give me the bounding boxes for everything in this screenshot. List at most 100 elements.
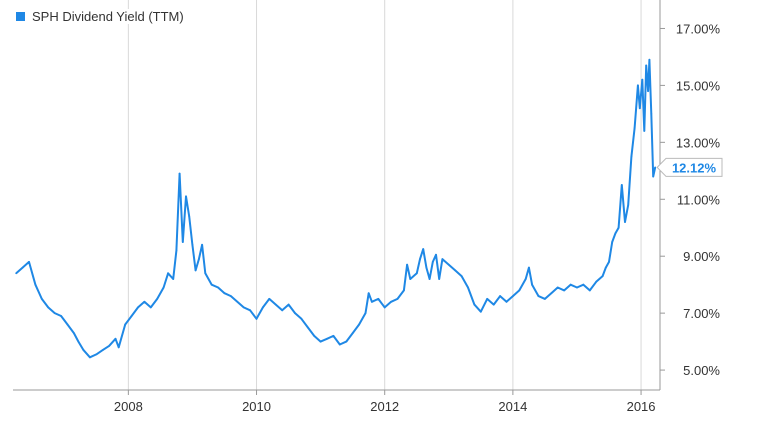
last-value-callout: 12.12% bbox=[656, 157, 723, 177]
data-point bbox=[588, 289, 591, 292]
data-point bbox=[77, 340, 80, 343]
data-point bbox=[198, 258, 200, 260]
data-point bbox=[415, 272, 418, 275]
data-point bbox=[294, 312, 296, 314]
data-point bbox=[499, 295, 501, 297]
x-tick-label: 2008 bbox=[114, 399, 143, 414]
data-point bbox=[544, 298, 546, 300]
data-point bbox=[101, 349, 104, 351]
data-point bbox=[643, 130, 646, 132]
data-point bbox=[550, 292, 553, 295]
data-point bbox=[492, 303, 495, 306]
data-point bbox=[648, 58, 651, 61]
data-point bbox=[576, 286, 578, 289]
data-point bbox=[143, 300, 146, 303]
data-point bbox=[364, 312, 367, 314]
y-tick-label: 11.00% bbox=[677, 192, 721, 207]
series-line bbox=[15, 58, 657, 359]
data-point bbox=[652, 175, 655, 178]
data-point bbox=[53, 312, 56, 314]
data-point bbox=[633, 127, 636, 129]
data-point bbox=[181, 241, 184, 243]
data-point bbox=[210, 283, 213, 286]
data-point bbox=[512, 295, 514, 297]
data-point bbox=[537, 295, 540, 297]
data-point bbox=[345, 340, 348, 343]
data-point bbox=[403, 289, 405, 292]
data-point bbox=[425, 266, 428, 269]
data-point bbox=[60, 315, 62, 317]
x-axis-ticks: 2008 2010 2012 2014 2016 bbox=[114, 390, 656, 414]
data-point bbox=[431, 261, 434, 263]
data-point bbox=[40, 298, 43, 300]
y-tick-label: 15.00% bbox=[676, 78, 721, 93]
data-point bbox=[124, 323, 127, 326]
data-point bbox=[528, 266, 530, 269]
data-point bbox=[66, 323, 69, 326]
data-point bbox=[191, 243, 194, 246]
data-point bbox=[15, 272, 18, 275]
data-point bbox=[167, 272, 170, 275]
data-point bbox=[358, 323, 360, 326]
data-point bbox=[638, 107, 641, 110]
data-point bbox=[201, 243, 204, 246]
data-point bbox=[524, 278, 527, 280]
data-point bbox=[473, 303, 476, 306]
data-point bbox=[351, 332, 354, 334]
data-point bbox=[95, 353, 98, 356]
data-point bbox=[117, 346, 120, 349]
legend-label: SPH Dividend Yield (TTM) bbox=[32, 9, 184, 24]
data-point bbox=[531, 283, 533, 286]
series-layer bbox=[15, 58, 657, 359]
data-point bbox=[223, 292, 226, 295]
data-point bbox=[377, 298, 380, 300]
data-point bbox=[172, 278, 175, 280]
data-point bbox=[326, 337, 328, 340]
data-point bbox=[287, 303, 290, 306]
data-point bbox=[313, 335, 316, 337]
data-point bbox=[569, 283, 572, 286]
data-point bbox=[637, 84, 639, 87]
data-point bbox=[268, 298, 271, 300]
y-tick-label: 13.00% bbox=[676, 135, 721, 150]
data-point bbox=[617, 226, 620, 229]
data-point bbox=[306, 326, 309, 329]
data-point bbox=[188, 215, 191, 218]
data-point bbox=[21, 266, 24, 269]
data-point bbox=[242, 306, 245, 309]
data-point bbox=[262, 306, 264, 309]
x-tick-label: 2010 bbox=[242, 399, 271, 414]
data-point bbox=[319, 340, 322, 343]
data-point bbox=[47, 306, 50, 309]
data-point bbox=[230, 295, 232, 297]
data-point bbox=[137, 306, 139, 309]
data-point bbox=[601, 275, 604, 277]
data-point bbox=[89, 356, 91, 359]
data-point bbox=[130, 315, 133, 317]
data-point bbox=[604, 266, 607, 269]
data-point bbox=[249, 309, 252, 312]
data-point bbox=[73, 332, 75, 334]
y-tick-label: 5.00% bbox=[683, 363, 720, 378]
data-point bbox=[556, 286, 559, 289]
data-point bbox=[518, 289, 521, 292]
data-point bbox=[645, 64, 648, 67]
data-point bbox=[650, 113, 653, 115]
data-point bbox=[620, 184, 623, 186]
data-point bbox=[624, 221, 626, 223]
data-point bbox=[217, 286, 220, 289]
data-point bbox=[185, 195, 187, 198]
y-tick-label: 17.00% bbox=[676, 21, 721, 36]
data-point bbox=[82, 349, 85, 351]
data-point bbox=[409, 278, 412, 280]
data-point bbox=[614, 232, 617, 235]
data-point bbox=[630, 155, 633, 158]
data-point bbox=[563, 289, 566, 292]
data-point bbox=[505, 300, 508, 303]
data-point bbox=[428, 278, 431, 280]
x-tick-label: 2016 bbox=[627, 399, 656, 414]
data-point bbox=[114, 337, 117, 340]
data-point bbox=[467, 286, 469, 289]
data-point bbox=[435, 253, 437, 256]
data-point bbox=[441, 258, 444, 260]
